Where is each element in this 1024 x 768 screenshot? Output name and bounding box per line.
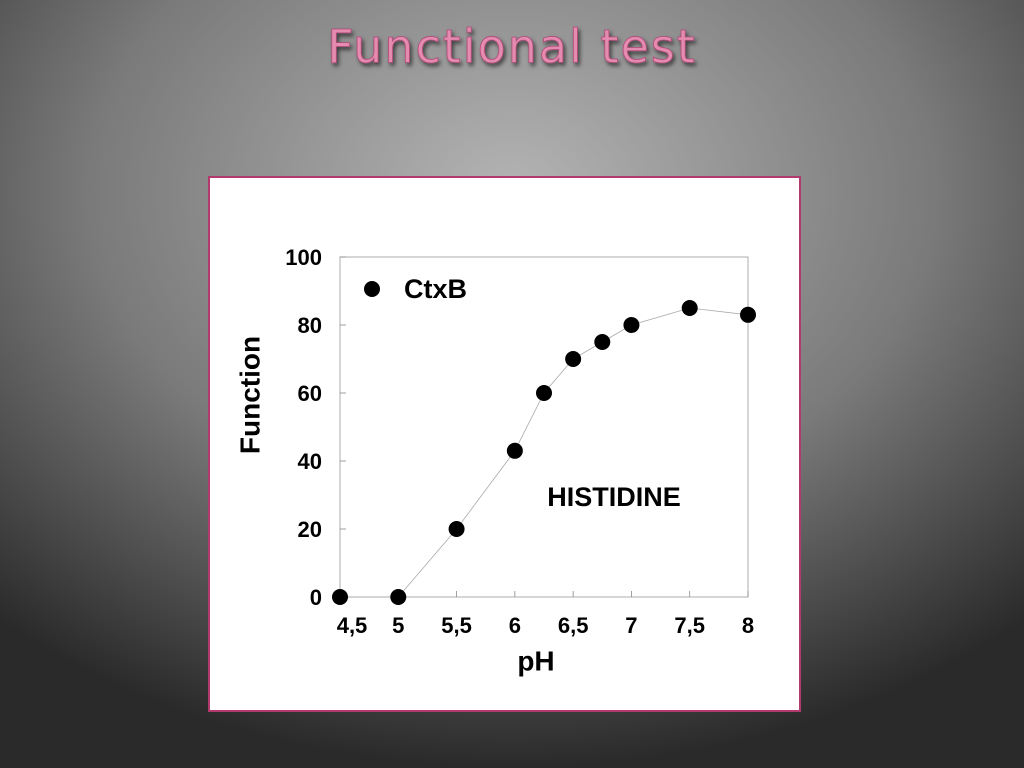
legend-label: CtxB [404,274,467,304]
legend-marker [364,281,380,297]
x-tick-label: 6 [509,613,521,638]
y-tick-label: 100 [285,245,322,270]
plot: Function pH HISTIDINE 0 20 40 60 80 100 4,5 5 5,… [234,245,756,676]
annotation: HISTIDINE [547,482,681,512]
x-tick-label: 8 [742,613,754,638]
y-axis-label: Function [234,336,265,454]
y-tick-label: 80 [298,313,322,338]
x-tick-label: 7 [625,613,637,638]
data-point [740,306,756,323]
slide-title: Functional test [327,20,697,74]
data-point [332,589,348,605]
data-point [448,521,465,537]
data-point [536,385,552,401]
y-tick-label: 60 [298,381,322,406]
data-point [506,442,523,459]
x-tick-label: 5,5 [441,613,472,638]
y-tick-label: 20 [298,517,322,542]
x-axis-label: pH [517,645,554,676]
data-point [623,317,640,333]
x-tick-label: 5 [392,613,404,638]
series-line [340,307,749,598]
x-tick-label: 6,5 [558,613,589,638]
y-tick-label: 0 [310,585,322,610]
y-tick-label: 40 [298,449,322,474]
plot-border [339,256,749,598]
data-point [565,351,582,367]
data-point [681,300,698,316]
data-point [594,334,611,350]
chart-frame [208,176,801,712]
x-tick-label: 7,5 [674,613,705,638]
x-tick-label: 4,5 [337,613,368,638]
data-point [390,589,407,605]
